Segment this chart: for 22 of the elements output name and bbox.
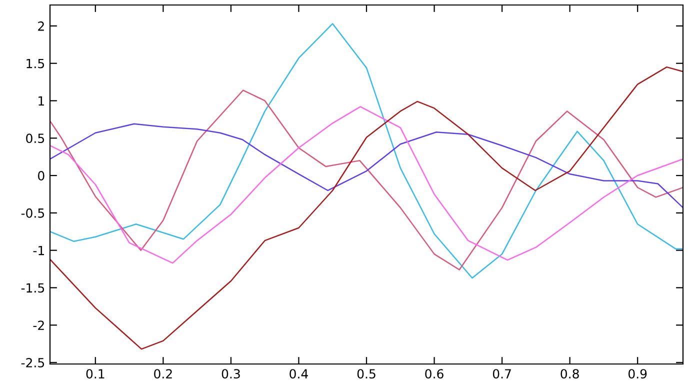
x-tick-label: 0.6 [425,369,444,379]
y-tick-label: 0 [38,170,44,180]
x-tick-label: 0.1 [86,369,104,379]
x-tick-label: 0.5 [357,369,376,379]
x-tick-label: 0.7 [492,369,511,379]
x-tick-label: 0.8 [560,369,579,379]
y-tick-label: 2 [38,21,44,31]
y-tick-label: -0.5 [21,208,44,218]
y-tick-label: -1.5 [21,283,44,293]
line-series [50,66,683,350]
line-series [50,23,683,279]
x-tick-label: 0.3 [222,369,240,379]
y-tick-label: 0.5 [26,134,44,144]
y-tick-label: -2 [33,320,44,330]
y-tick-label: -1 [33,246,44,256]
y-tick-label: -2.5 [21,358,44,368]
y-tick-label: 1 [38,96,44,106]
x-tick-label: 0.2 [154,369,172,379]
x-tick-label: 0.9 [628,369,647,379]
y-tick-label: 1.5 [26,58,44,68]
x-tick-label: 0.4 [290,369,308,379]
line-series [50,123,683,208]
